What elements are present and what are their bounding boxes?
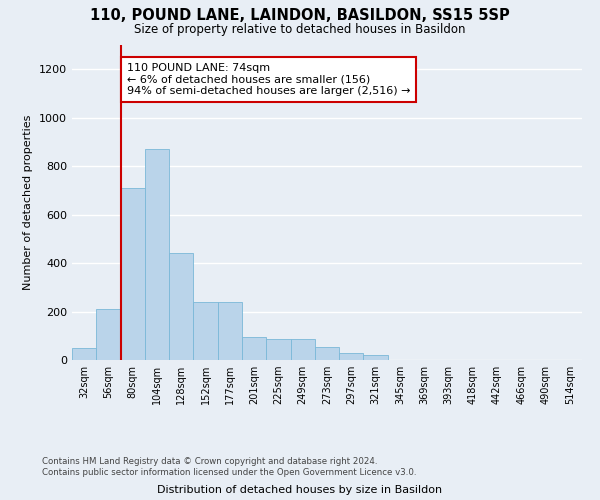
Bar: [315, 346, 339, 360]
Bar: [121, 188, 145, 360]
Bar: [72, 348, 96, 360]
Bar: [169, 254, 193, 360]
Text: 110, POUND LANE, LAINDON, BASILDON, SS15 5SP: 110, POUND LANE, LAINDON, BASILDON, SS15…: [90, 8, 510, 22]
Y-axis label: Number of detached properties: Number of detached properties: [23, 115, 34, 290]
Bar: [96, 309, 121, 360]
Bar: [145, 149, 169, 360]
Bar: [364, 355, 388, 360]
Bar: [193, 302, 218, 360]
Bar: [266, 340, 290, 360]
Text: 110 POUND LANE: 74sqm
← 6% of detached houses are smaller (156)
94% of semi-deta: 110 POUND LANE: 74sqm ← 6% of detached h…: [127, 63, 410, 96]
Bar: [339, 352, 364, 360]
Bar: [242, 337, 266, 360]
Text: Contains HM Land Registry data © Crown copyright and database right 2024.
Contai: Contains HM Land Registry data © Crown c…: [42, 458, 416, 477]
Text: Size of property relative to detached houses in Basildon: Size of property relative to detached ho…: [134, 22, 466, 36]
Bar: [218, 302, 242, 360]
Text: Distribution of detached houses by size in Basildon: Distribution of detached houses by size …: [157, 485, 443, 495]
Bar: [290, 340, 315, 360]
